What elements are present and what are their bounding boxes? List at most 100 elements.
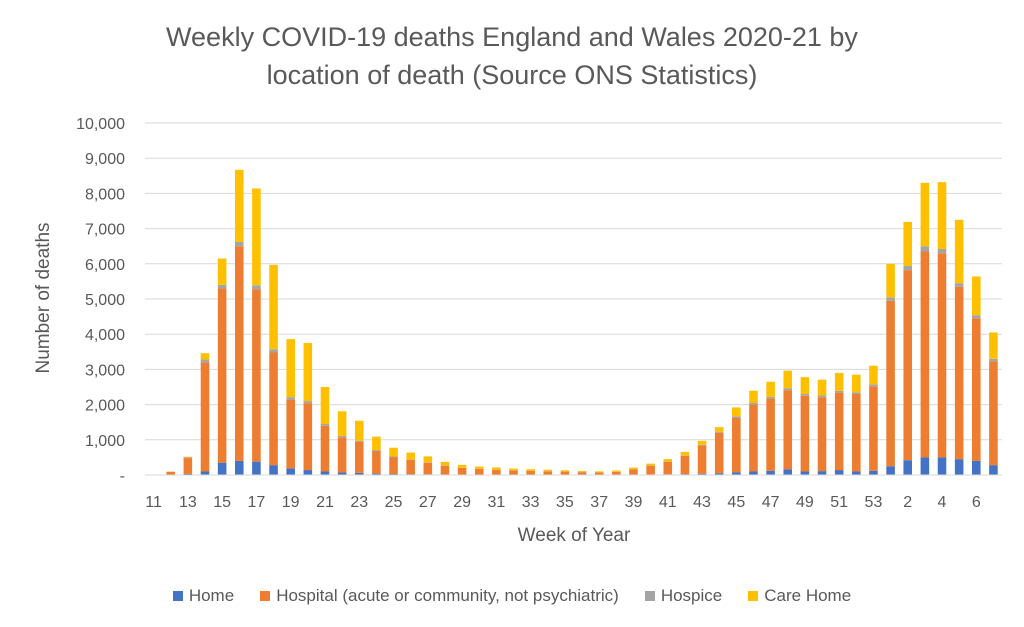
chart-title-line-2: location of death (Source ONS Statistics… [266, 60, 758, 90]
bar-segment-hospice [303, 401, 313, 404]
bar-segment-care-home [286, 339, 295, 398]
legend-item-home: Home [172, 586, 234, 606]
bar-segment-hospital [303, 403, 313, 471]
bar-segment-hospice [714, 431, 724, 433]
bar-segment-hospital [234, 246, 244, 461]
x-tick-label: 35 [556, 494, 574, 511]
bar-segment-care-home [457, 464, 467, 468]
bar-segment-home [886, 466, 895, 475]
bar-segment-hospital [509, 470, 518, 475]
bar-segment-hospital [474, 469, 484, 475]
bar-segment-care-home [183, 456, 193, 458]
bar-segment-care-home [492, 467, 501, 470]
bar-segment-home [354, 472, 364, 475]
x-tick-label: 39 [625, 494, 643, 511]
y-axis-ticks: - 1,000 2,000 3,000 4,000 5,000 6,000 7,000 8,00… [76, 116, 125, 485]
x-tick-label: 31 [487, 494, 505, 511]
bar-segment-care-home [423, 456, 433, 463]
x-tick-label: 25 [385, 494, 403, 511]
x-tick-label: 27 [419, 494, 437, 511]
bar-segment-care-home [680, 451, 690, 456]
bar-segment-hospital [337, 437, 347, 473]
bar-segment-hospice [372, 450, 381, 451]
y-tick-label: 4,000 [85, 327, 125, 344]
y-tick-label: 6,000 [85, 257, 125, 274]
bar-segment-hospice [783, 388, 793, 391]
bar-segment-care-home [697, 440, 707, 445]
chart-title-line-1: Weekly COVID-19 deaths England and Wales… [166, 22, 858, 52]
x-tick-label: 6 [972, 494, 981, 511]
bar-segment-hospital [937, 253, 947, 458]
bar-segment-home [200, 471, 210, 475]
bar-segment-care-home [372, 436, 381, 451]
bar-segment-care-home [560, 470, 570, 472]
bar-segment-care-home [937, 182, 947, 250]
bar-segment-hospital [406, 460, 415, 475]
bar-segment-care-home [732, 407, 741, 417]
y-tick-label: 7,000 [85, 222, 125, 239]
x-tick-label: 45 [727, 494, 745, 511]
bar-segment-hospice [217, 284, 227, 289]
y-tick-label: 10,000 [76, 116, 125, 133]
bar-segment-hospice [937, 249, 947, 254]
bar-segment-hospice [800, 394, 810, 396]
bar-segment-hospital [354, 441, 364, 473]
y-tick-label: 8,000 [85, 186, 125, 203]
bar-segment-hospice [869, 384, 878, 387]
bar-segment-hospice [234, 241, 244, 247]
bar-segment-care-home [886, 263, 895, 298]
bar-segment-hospital [629, 469, 638, 475]
bar-segment-hospital [732, 417, 741, 473]
bar-segment-care-home [954, 219, 964, 284]
bar-segment-hospice [354, 440, 364, 442]
bar-segment-hospital [594, 472, 604, 475]
bar-segment-care-home [354, 420, 364, 441]
bar-segment-home [766, 470, 775, 475]
bar-segment-hospital [852, 394, 861, 472]
bar-segment-hospice [817, 395, 827, 398]
bar-segment-care-home [766, 381, 775, 397]
bar-segment-care-home [972, 276, 981, 316]
gridlines [145, 122, 1002, 441]
bar-segment-hospital [560, 471, 570, 475]
y-axis-label: Number of deaths [33, 222, 54, 373]
x-tick-label: 49 [796, 494, 814, 511]
bar-segment-care-home [920, 182, 930, 247]
bar-segment-home [183, 473, 193, 475]
x-tick-label: 19 [282, 494, 300, 511]
bar-segment-care-home [234, 169, 244, 242]
bar-segment-hospital [577, 472, 587, 475]
bar-segment-hospital [869, 386, 878, 471]
bar-segment-care-home [817, 379, 827, 396]
x-tick-label: 13 [179, 494, 197, 511]
bar-segment-hospice [766, 396, 775, 399]
bar-segment-care-home [526, 469, 535, 471]
x-tick-label: 41 [659, 494, 677, 511]
bar-segment-home [852, 471, 861, 475]
legend-item-hospice: Hospice [644, 586, 722, 606]
bar-segment-hospice [972, 315, 981, 319]
bar-segment-home [372, 473, 381, 475]
bar-segment-hospital [166, 471, 175, 475]
bar-segment-hospital [457, 467, 467, 475]
bar-segment-home [234, 460, 244, 475]
bar-segment-care-home [543, 469, 553, 472]
bar-segment-home [834, 470, 844, 475]
bar-segment-hospital [320, 425, 330, 472]
bar-segment-hospice [200, 359, 210, 363]
bar-segment-home [732, 472, 741, 475]
y-tick-label: - [120, 468, 125, 485]
bar-segment-hospital [217, 288, 227, 463]
legend-swatch-care-home [748, 591, 759, 601]
bar-segment-hospital [817, 397, 827, 472]
bar-segment-hospice [920, 246, 930, 252]
bar-segment-care-home [509, 468, 518, 471]
bar-segment-hospital [749, 404, 758, 472]
bar-segment-care-home [200, 353, 210, 360]
y-tick-label: 2,000 [85, 398, 125, 415]
bars [149, 169, 998, 475]
bar-segment-care-home [612, 470, 621, 472]
bar-segment-hospice [954, 283, 964, 287]
bar-segment-home [714, 473, 724, 475]
bar-segment-hospital [200, 362, 210, 472]
